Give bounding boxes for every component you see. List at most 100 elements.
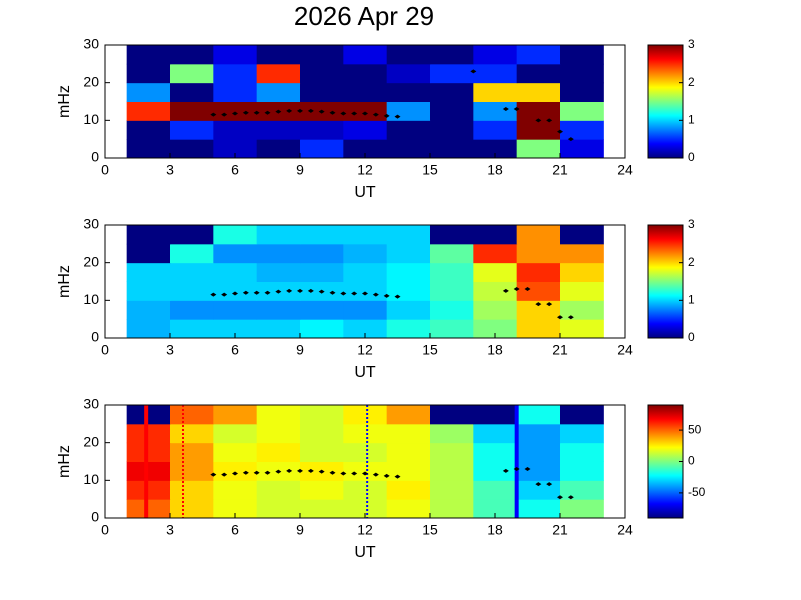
track-point: [318, 289, 325, 294]
heat-cell: [343, 319, 388, 338]
heat-cell: [473, 243, 518, 264]
heat-cell: [170, 461, 214, 481]
heat-cell: [386, 499, 431, 518]
x-tick-label: 6: [231, 342, 239, 358]
x-tick-label: 6: [231, 162, 239, 178]
heat-cell: [126, 499, 171, 518]
heat-cell: [430, 281, 474, 301]
heat-cell: [430, 499, 474, 518]
track-point: [546, 302, 553, 307]
heat-cell: [516, 442, 561, 462]
track-point: [210, 292, 217, 297]
heat-cell: [126, 101, 171, 121]
track-point: [546, 482, 553, 487]
x-axis-label: UT: [354, 364, 376, 381]
track-point: [535, 118, 542, 123]
heat-cell: [473, 461, 518, 481]
heat-cell: [386, 442, 431, 462]
heat-cell: [473, 45, 518, 65]
heat-cell: [386, 480, 431, 500]
track-point: [557, 315, 563, 320]
colorbar-tick-label: -50: [688, 485, 706, 499]
heat-cell: [256, 300, 301, 320]
y-tick-label: 20: [83, 433, 99, 449]
heat-cell: [343, 300, 388, 320]
heat-cell: [386, 101, 431, 121]
heat-cell: [256, 243, 301, 264]
heat-cell: [343, 120, 388, 140]
colorbar-tick-label: 0: [688, 150, 695, 164]
track-point: [253, 290, 260, 295]
heat-cell: [256, 499, 301, 518]
track-point: [546, 118, 553, 123]
heat-cell: [170, 499, 214, 518]
chart-title: 2026 Apr 29: [294, 1, 434, 31]
track-point: [567, 315, 574, 320]
heat-cell: [213, 461, 258, 481]
heat-cell: [170, 442, 214, 462]
track-point: [567, 137, 574, 142]
heat-cell: [213, 499, 258, 518]
x-tick-label: 12: [357, 522, 373, 538]
heat-cell: [256, 262, 301, 282]
heat-cell: [516, 225, 561, 245]
heat-cell: [430, 423, 474, 444]
x-tick-label: 9: [296, 342, 304, 358]
y-tick-label: 0: [91, 149, 99, 165]
x-axis-label: UT: [354, 544, 376, 561]
heat-cell: [560, 120, 604, 140]
track-point: [232, 291, 238, 296]
colorbar-tick-label: 2: [688, 75, 695, 89]
y-tick-label: 30: [83, 396, 99, 412]
heat-cell: [560, 101, 604, 121]
y-tick-label: 10: [83, 291, 99, 307]
heat-cell: [343, 262, 388, 282]
colorbar-tick-label: 0: [688, 454, 695, 468]
heat-cell: [126, 63, 171, 84]
heat-cell: [170, 281, 214, 301]
heat-cell: [300, 45, 344, 65]
heat-cell: [430, 461, 474, 481]
heat-cell: [300, 262, 344, 282]
colorbar-tick-label: 2: [688, 255, 695, 269]
track-point: [210, 472, 217, 477]
heat-cell: [343, 243, 388, 264]
heat-cell: [516, 499, 561, 518]
y-axis-label: mHz: [56, 85, 73, 118]
track-point: [502, 107, 509, 112]
track-point: [297, 468, 303, 473]
heat-cell: [170, 45, 214, 65]
heat-cell: [560, 499, 604, 518]
heat-cell: [170, 480, 214, 500]
x-tick-label: 0: [101, 162, 109, 178]
y-tick-label: 0: [91, 329, 99, 345]
heat-cell: [213, 101, 258, 121]
heat-cell: [386, 281, 431, 301]
heat-cell: [343, 461, 388, 481]
heat-cell: [126, 262, 171, 282]
heat-cell: [430, 63, 474, 84]
track-point: [221, 112, 228, 117]
heat-cell: [170, 225, 214, 245]
track-point: [383, 113, 390, 118]
heat-cell: [256, 423, 301, 444]
heat-cell: [343, 225, 388, 245]
heat-cell: [343, 442, 388, 462]
track-point: [275, 469, 282, 474]
x-tick-label: 21: [552, 342, 568, 358]
heat-cell: [560, 225, 604, 245]
heat-cell: [300, 300, 344, 320]
heat-cell: [343, 423, 388, 444]
heat-cell: [213, 63, 258, 84]
heat-cell: [213, 281, 258, 301]
heat-cell: [300, 63, 344, 84]
x-tick-label: 21: [552, 522, 568, 538]
heat-cell: [560, 319, 604, 338]
heat-cell: [473, 63, 518, 84]
heat-cell: [213, 225, 258, 245]
heat-cell: [430, 82, 474, 102]
heat-cell: [170, 139, 214, 158]
track-point: [210, 112, 217, 117]
track-point: [242, 290, 249, 295]
track-point: [524, 287, 531, 292]
